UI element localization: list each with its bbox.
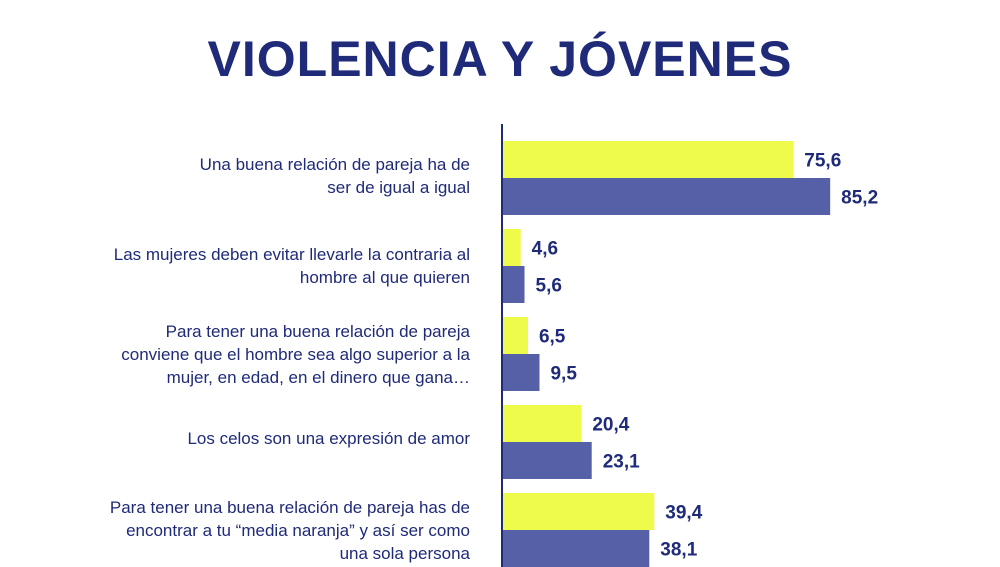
bar-series-2-cat-0 — [503, 178, 831, 215]
category-label-line: una sola persona — [339, 544, 470, 563]
category-label-line: Los celos son una expresión de amor — [187, 429, 470, 448]
bar-series-1-cat-0 — [503, 141, 794, 178]
bar-series-1-cat-2 — [503, 317, 528, 354]
data-label-series-2-cat-0: 85,2 — [841, 188, 878, 209]
bar-series-1-cat-1 — [503, 229, 521, 266]
category-label-line: Una buena relación de pareja ha de — [199, 155, 470, 174]
chart-title: VIOLENCIA Y JÓVENES — [207, 31, 793, 87]
bar-series-2-cat-2 — [503, 354, 540, 391]
category-label-4: Para tener una buena relación de pareja … — [10, 496, 470, 565]
category-label-3: Los celos son una expresión de amor — [10, 427, 470, 450]
category-label-line: hombre al que quieren — [299, 268, 470, 287]
data-label-series-2-cat-2: 9,5 — [550, 364, 577, 385]
bar-series-2-cat-4 — [503, 530, 650, 567]
data-label-series-1-cat-4: 39,4 — [665, 503, 702, 524]
data-label-series-1-cat-2: 6,5 — [539, 327, 566, 348]
category-label-line: Para tener una buena relación de pareja — [165, 322, 470, 341]
category-label-0: Una buena relación de pareja ha de ser d… — [10, 153, 470, 199]
category-label-2: Para tener una buena relación de pareja … — [10, 320, 470, 389]
data-label-series-2-cat-1: 5,6 — [536, 276, 562, 297]
data-label-series-1-cat-0: 75,6 — [804, 151, 841, 172]
category-label-line: ser de igual a igual — [327, 178, 470, 197]
bar-series-1-cat-3 — [503, 405, 582, 442]
category-label-line: encontrar a tu “media naranja” y así ser… — [126, 521, 470, 540]
category-label-line: Para tener una buena relación de pareja … — [109, 498, 470, 517]
data-label-series-2-cat-3: 23,1 — [603, 452, 640, 473]
bar-series-2-cat-1 — [503, 266, 525, 303]
bar-series-1-cat-4 — [503, 493, 655, 530]
category-label-line: mujer, en edad, en el dinero que gana… — [166, 368, 470, 387]
data-label-series-2-cat-4: 38,1 — [660, 540, 697, 561]
category-label-line: conviene que el hombre sea algo superior… — [121, 345, 470, 364]
bar-series-2-cat-3 — [503, 442, 592, 479]
data-label-series-1-cat-3: 20,4 — [592, 415, 629, 436]
category-label-1: Las mujeres deben evitar llevarle la con… — [10, 243, 470, 289]
data-label-series-1-cat-1: 4,6 — [532, 239, 558, 260]
category-label-line: Las mujeres deben evitar llevarle la con… — [113, 245, 470, 264]
